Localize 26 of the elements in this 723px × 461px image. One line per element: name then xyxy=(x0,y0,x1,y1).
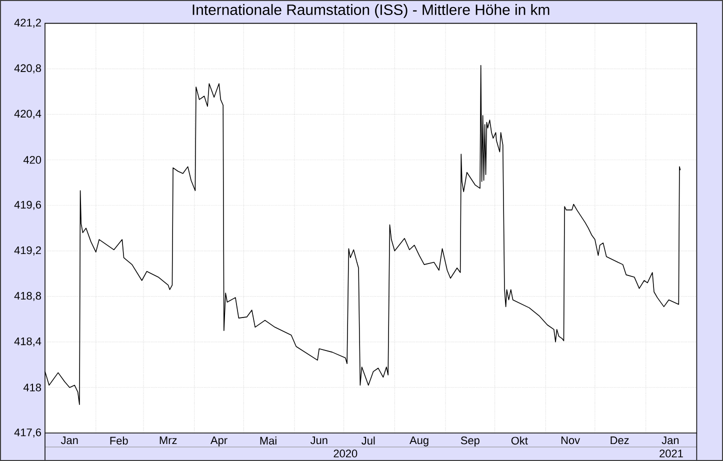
x-tick-label: Nov xyxy=(561,436,580,444)
y-tick-label: 421,2 xyxy=(14,18,41,28)
y-tick-label: 418,4 xyxy=(14,337,42,346)
y-tick-label: 420 xyxy=(23,156,42,164)
text: 2021 xyxy=(660,450,683,458)
chart-title: Internationale Raumstation (ISS) - Mittlere Höhe in km xyxy=(192,4,550,18)
x-tick-label: Apr xyxy=(210,436,228,446)
x-tick-label: Mrz xyxy=(160,436,177,444)
x-tick-label: Jan xyxy=(60,436,78,444)
x-tick-label: Sep xyxy=(460,436,480,446)
y-tick-label: 420,4 xyxy=(14,110,42,119)
y-tick-label: 418 xyxy=(23,384,41,392)
x-tick-label: Jun xyxy=(310,436,328,444)
x-tick-label: Mai xyxy=(260,436,276,445)
y-tick-label: 420,8 xyxy=(14,64,41,74)
x-tick-label: Jul xyxy=(362,436,375,445)
x-tick-label: Jan xyxy=(662,436,679,444)
y-tick-label: 419,2 xyxy=(14,246,41,256)
y-tick-label: 419,6 xyxy=(14,200,41,210)
x-tick-label: Dez xyxy=(610,436,629,444)
x-tick-label: Aug xyxy=(410,436,428,446)
y-tick-label: 418,8 xyxy=(14,292,41,301)
text: 2020 xyxy=(334,450,358,458)
x-tick-label: Feb xyxy=(110,436,128,445)
y-tick-label: 417,6 xyxy=(14,428,41,438)
x-tick-label: Okt xyxy=(511,436,528,445)
